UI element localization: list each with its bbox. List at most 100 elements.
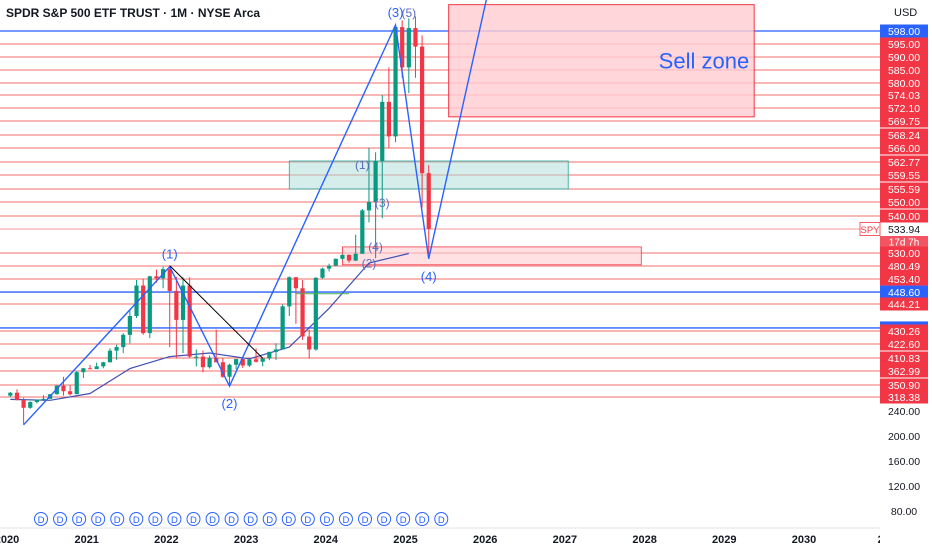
x-axis-tick-label: 2024: [314, 534, 339, 546]
price-label: 540.00: [888, 211, 920, 223]
candle: [307, 329, 312, 359]
dividend-marker-label: D: [285, 515, 292, 526]
price-label-box: [880, 246, 928, 260]
dividend-marker-label: D: [266, 515, 273, 526]
dividend-marker-label: D: [171, 515, 178, 526]
dividend-marker: [243, 512, 258, 526]
price-label: 590.00: [888, 52, 920, 64]
dividend-marker: [358, 512, 373, 526]
candle-body: [240, 359, 245, 366]
price-label-box: [880, 378, 928, 392]
candle: [34, 399, 39, 404]
dividend-marker-label: D: [38, 515, 45, 526]
price-label-box: [880, 209, 928, 223]
candle: [134, 280, 139, 318]
price-label: 569.75: [888, 116, 920, 128]
y-axis-tick-label: 80.00: [891, 506, 917, 518]
candle-body: [121, 334, 126, 348]
dividend-marker-label: D: [152, 515, 159, 526]
x-axis-tick-label: 2023: [234, 534, 258, 546]
sub-wave-label: (2): [362, 257, 377, 271]
candle-body: [420, 46, 425, 174]
price-label: 559.55: [888, 170, 920, 182]
candle-body: [207, 357, 212, 368]
candle: [81, 368, 86, 378]
candle: [147, 275, 152, 339]
candle-body: [346, 254, 352, 261]
price-label-box: [880, 259, 928, 273]
candle-body: [300, 288, 305, 337]
price-label: 595.00: [888, 39, 920, 51]
x-axis-tick-label: 2029: [712, 534, 736, 546]
candle-body: [327, 265, 332, 269]
dividend-marker: [167, 512, 182, 526]
candle-body: [74, 372, 79, 395]
candle: [127, 310, 132, 344]
dividend-marker-label: D: [400, 515, 407, 526]
x-axis-tick-label: 2025: [393, 534, 417, 546]
candle-body: [54, 385, 59, 395]
candle: [101, 361, 106, 369]
dividend-marker-label: D: [247, 515, 254, 526]
downtrend-line: [169, 265, 264, 359]
candle-body: [67, 391, 73, 395]
price-label: 444.21: [888, 299, 920, 311]
candle: [333, 258, 338, 267]
candle: [167, 266, 172, 348]
candle: [14, 389, 20, 401]
price-label: 572.10: [888, 103, 920, 115]
candle-body: [28, 402, 33, 408]
candle: [320, 267, 325, 279]
dividend-marker: [319, 512, 334, 526]
wave-label: (3): [388, 5, 404, 20]
dividend-marker: [224, 512, 239, 526]
candle-body: [81, 368, 86, 373]
price-label-box: [880, 114, 928, 128]
dividend-marker-label: D: [419, 515, 426, 526]
candle: [200, 350, 206, 373]
price-label-box: [880, 76, 928, 90]
x-axis-tick-label: 2026: [473, 534, 497, 546]
candle-body: [393, 27, 398, 137]
price-label: 568.24: [888, 130, 920, 142]
candle: [21, 397, 26, 425]
dividend-marker: [300, 512, 315, 526]
price-label: 530.00: [888, 248, 920, 260]
candle-body: [34, 399, 39, 403]
candle: [413, 16, 418, 78]
candle: [240, 358, 245, 369]
price-label-box: [880, 272, 928, 286]
y-axis-tick-label: 160.00: [888, 456, 920, 468]
candle: [234, 359, 239, 370]
currency-label: USD: [894, 7, 918, 19]
candle: [180, 277, 186, 354]
price-label-box: [880, 141, 928, 155]
candle-body: [247, 359, 252, 366]
x-axis-tick-label: 2022: [154, 534, 178, 546]
candle-body: [313, 277, 318, 350]
price-label: 422.60: [888, 339, 920, 351]
candle: [207, 355, 212, 369]
candle: [267, 351, 272, 361]
price-label: 410.83: [888, 353, 920, 365]
candle: [220, 357, 225, 378]
dividend-marker: [205, 512, 220, 526]
price-label: 566.00: [888, 143, 920, 155]
x-axis-tick-label: 2021: [74, 534, 98, 546]
price-label-box: [880, 37, 928, 51]
candle-body: [101, 362, 106, 367]
sell-zone-label: Sell zone: [659, 49, 750, 74]
dividend-marker-label: D: [343, 515, 350, 526]
candle: [393, 25, 398, 143]
price-label-box: [880, 390, 928, 404]
dividend-marker-label: D: [95, 515, 102, 526]
symbol-tag-box: [859, 222, 881, 236]
price-label-box: [880, 182, 928, 196]
candle-body: [220, 362, 225, 377]
candle: [313, 277, 318, 351]
candle-body: [147, 276, 152, 334]
candle-body: [8, 392, 13, 396]
countdown-box: [880, 236, 928, 248]
